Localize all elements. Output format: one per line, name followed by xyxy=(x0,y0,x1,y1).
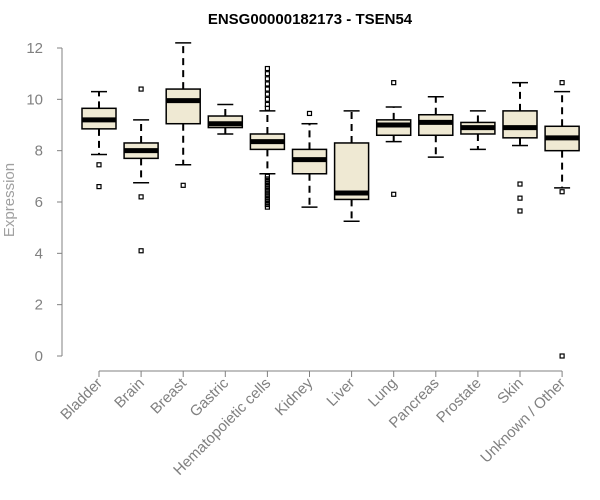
box-lung xyxy=(375,80,412,197)
outlier-point xyxy=(264,105,270,111)
box-bladder xyxy=(81,90,117,190)
outlier-point xyxy=(264,76,270,82)
iqr-box xyxy=(502,110,538,139)
box-series xyxy=(81,42,580,359)
box-brain xyxy=(123,86,159,254)
y-axis: 0 2 4 6 8 10 12 xyxy=(26,40,63,365)
outlier-point xyxy=(391,80,397,86)
box-pancreas xyxy=(418,96,454,158)
box-unknown-other xyxy=(544,80,580,359)
iqr-box xyxy=(333,142,370,201)
iqr-box xyxy=(418,113,454,137)
x-tick-label: Skin xyxy=(494,375,527,408)
outlier-point xyxy=(96,184,102,190)
x-tick-label: Brain xyxy=(111,375,148,412)
outlier-point xyxy=(138,194,144,200)
outlier-point xyxy=(264,81,270,87)
y-tick-label: 4 xyxy=(35,245,43,262)
y-tick-label: 8 xyxy=(35,143,43,160)
box-gastric xyxy=(207,103,244,135)
y-tick-label: 0 xyxy=(35,348,43,365)
x-tick-label: Prostate xyxy=(433,375,485,427)
outlier-point xyxy=(391,191,397,197)
outlier-point xyxy=(264,204,270,210)
x-tick-label: Bladder xyxy=(57,375,106,424)
box-hematopoietic-cells xyxy=(249,65,286,210)
outlier-point xyxy=(559,80,565,86)
y-tick-label: 12 xyxy=(26,40,43,57)
outlier-point xyxy=(264,86,270,92)
outlier-point xyxy=(517,195,523,201)
iqr-box xyxy=(165,88,201,125)
outlier-point xyxy=(517,208,523,214)
y-tick-label: 2 xyxy=(35,297,43,314)
y-tick-label: 10 xyxy=(26,91,43,108)
box-kidney xyxy=(291,110,328,208)
outlier-point xyxy=(306,110,313,117)
x-tick-label: Kidney xyxy=(272,374,317,419)
box-liver xyxy=(333,110,370,222)
chart-title: ENSG00000182173 - TSEN54 xyxy=(208,11,413,28)
box-breast xyxy=(165,42,201,188)
y-axis-title: Expression xyxy=(1,163,18,237)
y-tick-label: 6 xyxy=(35,194,43,211)
outlier-point xyxy=(264,96,270,102)
outlier-point xyxy=(138,86,144,92)
outlier-point xyxy=(180,182,186,188)
x-tick-label: Breast xyxy=(147,374,190,417)
outlier-point xyxy=(264,91,270,97)
iqr-box xyxy=(375,119,412,137)
x-tick-label: Lung xyxy=(365,375,401,411)
box-prostate xyxy=(460,110,496,151)
outlier-point xyxy=(264,71,270,77)
outlier-point xyxy=(559,189,565,195)
outlier-point xyxy=(96,162,102,168)
outlier-point xyxy=(559,353,565,359)
outlier-point xyxy=(138,248,144,254)
outlier-point xyxy=(517,181,523,187)
box-skin xyxy=(502,81,538,214)
outlier-point xyxy=(264,65,270,72)
x-tick-label: Liver xyxy=(323,375,358,410)
